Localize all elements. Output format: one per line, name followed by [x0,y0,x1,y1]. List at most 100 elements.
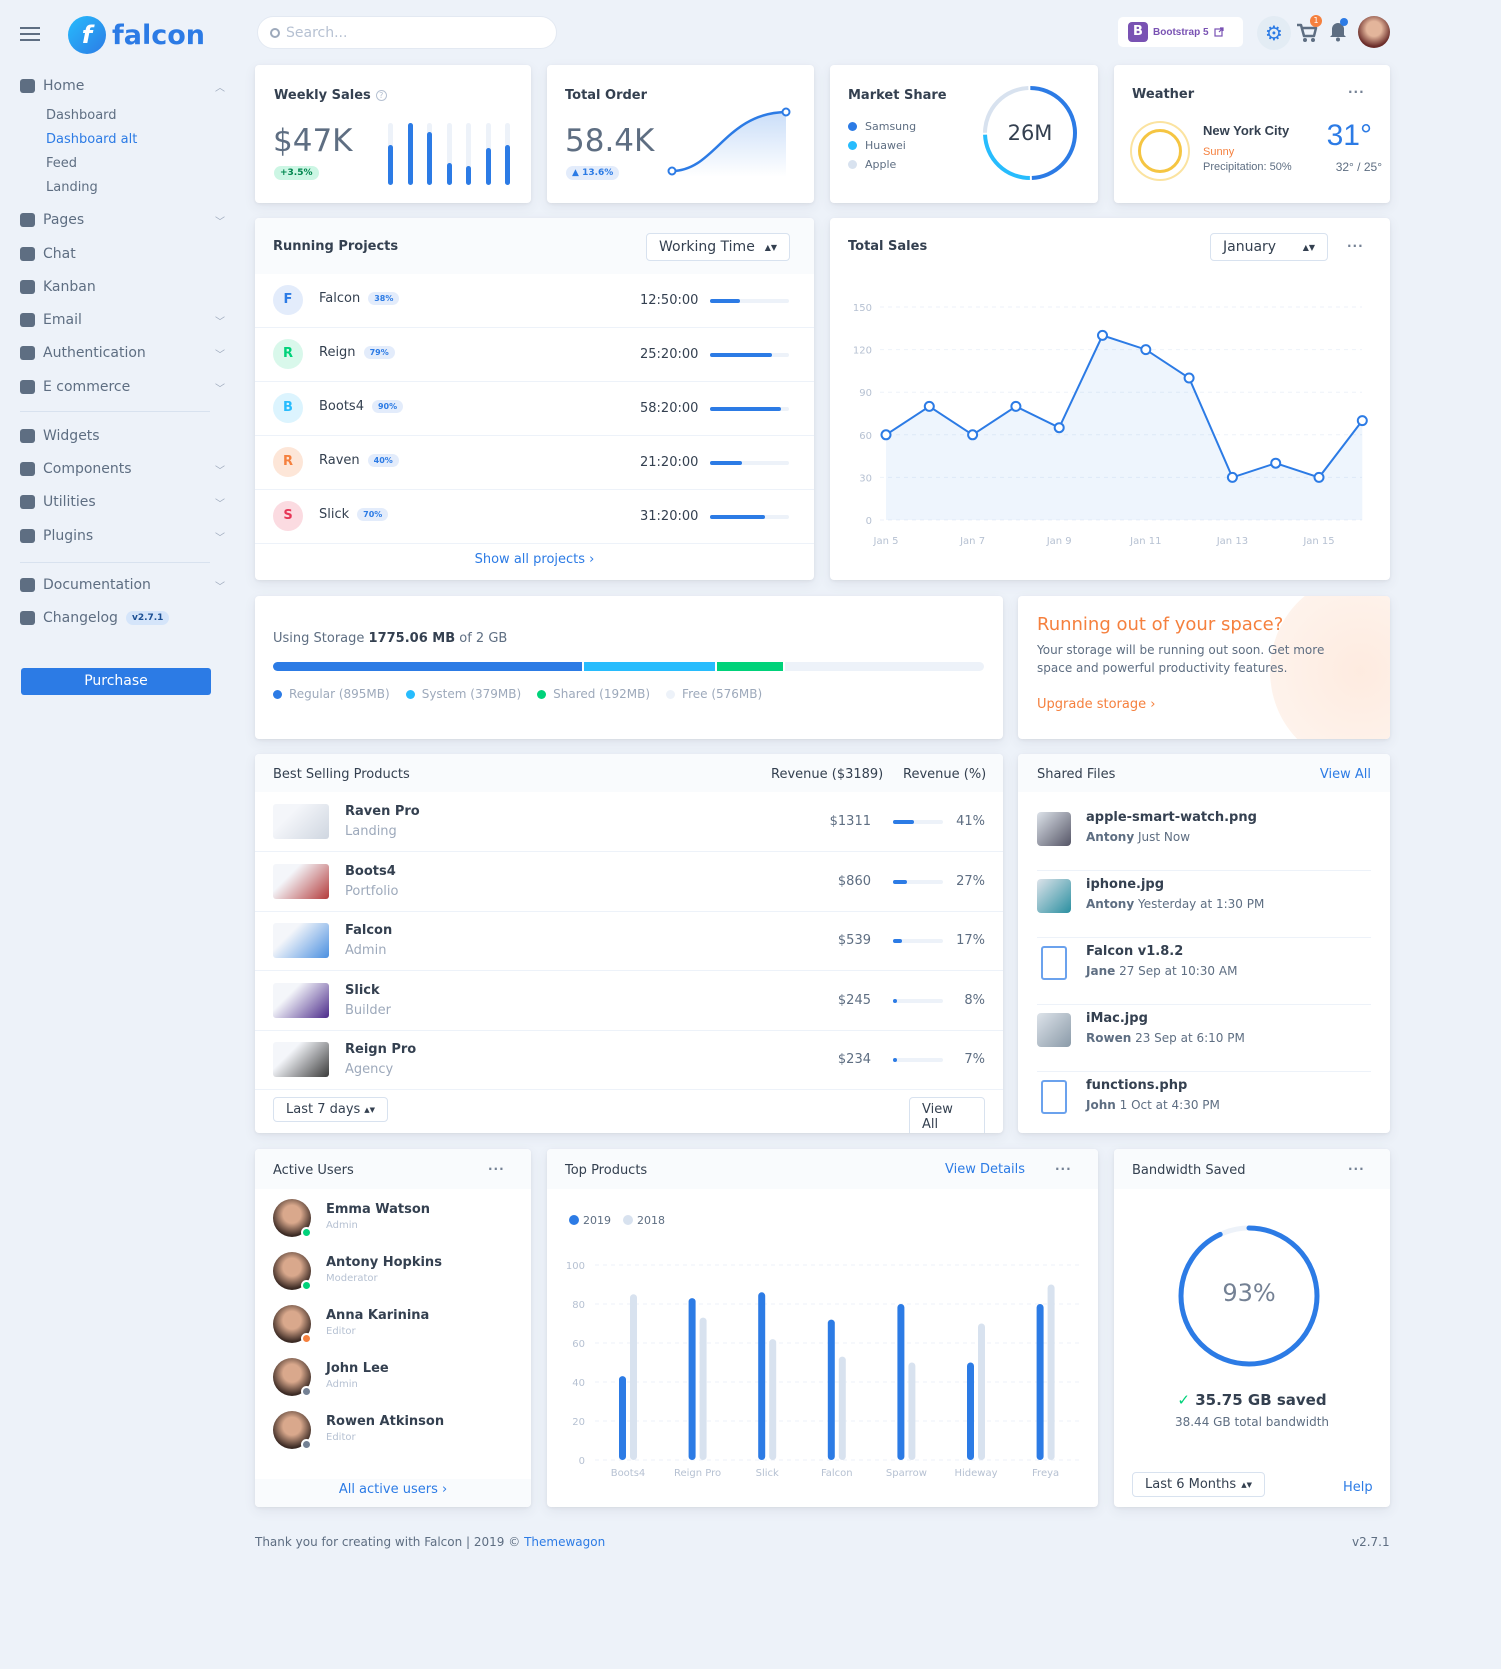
bar-2019-falcon[interactable] [827,1319,835,1460]
bar-2018-falcon[interactable] [838,1356,846,1460]
sidebar-subitem[interactable]: Feed [46,156,78,171]
table-row[interactable]: Slick Builder $245 8% [255,971,1003,1031]
menu-toggle-icon[interactable] [20,27,40,41]
data-point[interactable] [1053,422,1065,434]
user-item[interactable]: Rowen Atkinson Editor [273,1411,513,1464]
sidebar-item-plugins[interactable]: Plugins ﹀ [20,528,225,544]
more-options-icon[interactable]: ··· [1055,1162,1072,1176]
file-item[interactable]: iMac.jpg Rowen 23 Sep at 6:10 PM [1037,1005,1371,1072]
data-point[interactable] [1313,471,1325,483]
sidebar-subitem[interactable]: Landing [46,180,98,195]
user-item[interactable]: Antony Hopkins Moderator [273,1252,513,1305]
data-point[interactable] [1356,415,1368,427]
sidebar-item-components[interactable]: Components ﹀ [20,461,225,477]
data-point[interactable] [880,429,892,441]
sidebar-item-widgets[interactable]: Widgets [20,428,225,444]
sidebar-subitem[interactable]: Dashboard [46,108,117,123]
more-options-icon[interactable]: ··· [1348,1162,1365,1176]
bar-2019-boots4[interactable] [619,1376,626,1460]
data-point[interactable] [1183,372,1195,384]
more-options-icon[interactable]: ··· [1347,239,1364,253]
file-name[interactable]: iphone.jpg [1086,877,1165,892]
data-point[interactable] [1226,471,1238,483]
bar-2019-hideway[interactable] [967,1362,974,1461]
data-point[interactable] [1140,344,1152,356]
more-options-icon[interactable]: ··· [488,1162,505,1176]
project-row[interactable]: F Falcon 38% 12:50:00 [255,274,814,328]
sidebar-item-chat[interactable]: Chat [20,246,225,262]
bandwidth-period-select[interactable]: Last 6 Months ▲▼ [1132,1472,1265,1497]
more-options-icon[interactable]: ··· [1348,85,1365,99]
notifications-button[interactable] [1328,18,1348,42]
brand-logo[interactable]: f falcon [68,16,205,54]
view-all-link[interactable]: View All [1319,767,1371,782]
product-name[interactable]: Boots4 [345,863,396,879]
sidebar-item-documentation[interactable]: Documentation ﹀ [20,577,225,593]
user-item[interactable]: John Lee Admin [273,1358,513,1411]
data-point[interactable] [923,400,935,412]
sidebar-item-authentication[interactable]: Authentication ﹀ [20,345,225,361]
project-row[interactable]: R Reign 79% 25:20:00 [255,328,814,382]
user-name[interactable]: Rowen Atkinson [326,1414,445,1429]
user-item[interactable]: Emma Watson Admin [273,1199,513,1252]
file-name[interactable]: apple-smart-watch.png [1086,810,1257,825]
themewagon-link[interactable]: Themewagon [524,1535,606,1549]
all-active-users-link[interactable]: All active users › [255,1479,531,1507]
product-name[interactable]: Slick [345,982,380,998]
product-name[interactable]: Reign Pro [345,1042,417,1057]
bar-2019-sparrow[interactable] [897,1304,905,1460]
show-all-projects-link[interactable]: Show all projects › [474,552,595,567]
month-select[interactable]: January ▲▼ [1210,233,1328,261]
user-name[interactable]: Antony Hopkins [326,1255,442,1270]
bootstrap-link[interactable]: B Bootstrap 5 [1118,17,1243,47]
bar-2018-hideway[interactable] [978,1323,985,1461]
bar-2019-freya[interactable] [1036,1304,1044,1460]
bar-2018-reign-pro[interactable] [699,1317,707,1460]
bar-2018-boots4[interactable] [630,1294,637,1460]
sidebar-item-pages[interactable]: Pages ﹀ [20,212,225,228]
user-name[interactable]: John Lee [326,1361,389,1376]
data-point[interactable] [1010,400,1022,412]
sidebar-item-e-commerce[interactable]: E commerce ﹀ [20,379,225,395]
settings-button[interactable]: ⚙ [1257,16,1291,50]
help-icon[interactable]: ? [375,90,387,101]
help-link[interactable]: Help [1343,1480,1373,1495]
file-name[interactable]: iMac.jpg [1086,1011,1148,1026]
file-item[interactable]: apple-smart-watch.png Antony Just Now [1037,804,1371,871]
user-name[interactable]: Anna Karinina [326,1308,430,1323]
project-row[interactable]: S Slick 70% 31:20:00 [255,490,814,544]
table-row[interactable]: Raven Pro Landing $1311 41% [255,792,1003,852]
purchase-button[interactable]: Purchase [21,668,211,695]
user-item[interactable]: Anna Karinina Editor [273,1305,513,1358]
data-point[interactable] [1097,329,1108,341]
product-name[interactable]: Falcon [345,923,393,938]
legend-label[interactable]: 2019 [583,1214,611,1227]
view-details-link[interactable]: View Details [945,1162,1026,1177]
working-time-select[interactable]: Working Time ▲▼ [646,233,790,261]
product-name[interactable]: Raven Pro [345,804,420,819]
file-item[interactable]: iphone.jpg Antony Yesterday at 1:30 PM [1037,871,1371,938]
period-select[interactable]: Last 7 days ▲▼ [273,1097,388,1122]
data-point[interactable] [1270,457,1282,469]
table-row[interactable]: Reign Pro Agency $234 7% [255,1030,1003,1090]
project-row[interactable]: B Boots4 90% 58:20:00 [255,382,814,436]
data-point[interactable] [967,429,979,441]
sidebar-item-email[interactable]: Email ﹀ [20,312,225,328]
view-all-button[interactable]: View All [909,1097,985,1133]
file-item[interactable]: functions.php John 1 Oct at 4:30 PM [1037,1072,1371,1133]
sidebar-subitem[interactable]: Dashboard alt [46,132,138,147]
sidebar-item-utilities[interactable]: Utilities ﹀ [20,494,225,510]
table-row[interactable]: Falcon Admin $539 17% [255,911,1003,971]
project-row[interactable]: R Raven 40% 21:20:00 [255,436,814,490]
search-input[interactable]: Search... [257,16,557,49]
user-name[interactable]: Emma Watson [326,1202,431,1217]
sidebar-item-home[interactable]: Home ︿ [20,78,225,94]
bar-2018-slick[interactable] [769,1339,777,1460]
table-row[interactable]: Boots4 Portfolio $860 27% [255,852,1003,912]
cart-button[interactable]: 1 [1296,15,1322,42]
user-avatar[interactable] [1358,16,1390,48]
file-item[interactable]: Falcon v1.8.2 Jane 27 Sep at 10:30 AM [1037,938,1371,1005]
bar-2018-sparrow[interactable] [908,1362,916,1461]
upgrade-storage-link[interactable]: Upgrade storage › [1037,697,1156,712]
bar-2019-slick[interactable] [758,1292,766,1460]
